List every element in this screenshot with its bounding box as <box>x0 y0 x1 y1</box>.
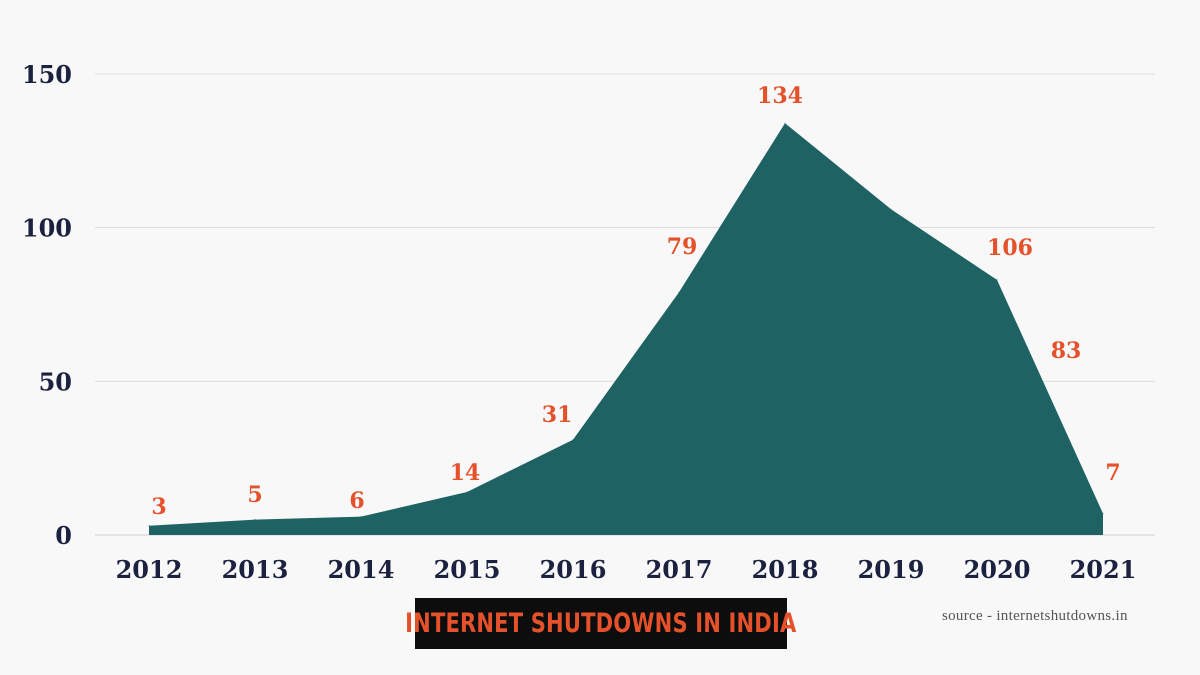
data-label: 83 <box>1051 338 1082 364</box>
x-tick-label: 2020 <box>964 555 1031 584</box>
x-tick-label: 2019 <box>858 555 925 584</box>
data-label: 6 <box>349 488 364 514</box>
data-point <box>466 491 468 493</box>
data-label: 79 <box>667 234 698 260</box>
data-label: 106 <box>987 235 1033 261</box>
chart-title: INTERNET SHUTDOWNS IN INDIA <box>405 608 797 639</box>
data-label: 5 <box>247 482 262 508</box>
y-tick-label: 150 <box>22 60 72 89</box>
data-label: 31 <box>542 402 573 428</box>
data-point <box>148 525 150 527</box>
series-area <box>149 123 1103 535</box>
source-note: source - internetshutdowns.in <box>942 608 1128 624</box>
x-tick-label: 2013 <box>222 555 289 584</box>
data-point <box>890 208 892 210</box>
x-tick-label: 2021 <box>1070 555 1137 584</box>
x-tick-label: 2017 <box>646 555 713 584</box>
x-tick-label: 2018 <box>752 555 819 584</box>
y-tick-label: 0 <box>55 521 72 550</box>
x-tick-label: 2016 <box>540 555 607 584</box>
data-label: 3 <box>151 494 166 520</box>
data-label: 134 <box>757 83 803 109</box>
data-label: 7 <box>1105 460 1120 486</box>
x-tick-label: 2012 <box>116 555 183 584</box>
x-tick-label: 2015 <box>434 555 501 584</box>
x-tick-label: 2014 <box>328 555 395 584</box>
y-tick-label: 50 <box>39 367 72 396</box>
data-label: 14 <box>450 460 481 486</box>
data-point <box>678 291 680 293</box>
data-point <box>572 439 574 441</box>
data-point <box>254 519 256 521</box>
data-point <box>996 279 998 281</box>
data-point <box>360 516 362 518</box>
area-chart: 0 50 100 150 2012 2013 2014 2015 2016 2017 2018 201… <box>22 60 1155 584</box>
chart-title-banner: INTERNET SHUTDOWNS IN INDIA <box>405 598 796 649</box>
data-point <box>784 122 786 124</box>
y-tick-label: 100 <box>22 214 72 243</box>
data-point <box>1102 513 1104 514</box>
